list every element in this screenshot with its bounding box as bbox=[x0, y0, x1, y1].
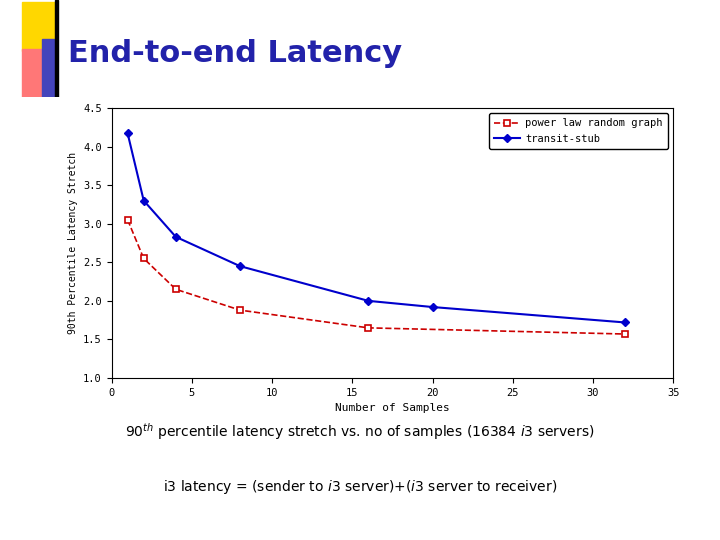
transit-stub bbox=[621, 319, 629, 326]
Line: power law random graph: power law random graph bbox=[124, 217, 629, 338]
transit-stub bbox=[171, 234, 180, 240]
FancyBboxPatch shape bbox=[22, 2, 54, 51]
Line: transit-stub: transit-stub bbox=[125, 131, 628, 325]
Text: i3 latency = (sender to $\mathit{i3}$ server)+($\mathit{i3}$ server to receiver): i3 latency = (sender to $\mathit{i3}$ se… bbox=[163, 478, 557, 496]
FancyBboxPatch shape bbox=[55, 0, 58, 97]
power law random graph bbox=[171, 286, 180, 293]
transit-stub bbox=[235, 263, 244, 269]
Y-axis label: 90th Percentile Latency Stretch: 90th Percentile Latency Stretch bbox=[68, 152, 78, 334]
FancyBboxPatch shape bbox=[22, 49, 54, 97]
transit-stub bbox=[123, 130, 132, 137]
FancyBboxPatch shape bbox=[42, 39, 56, 97]
transit-stub bbox=[364, 298, 373, 304]
power law random graph bbox=[235, 307, 244, 313]
X-axis label: Number of Samples: Number of Samples bbox=[335, 403, 450, 413]
Text: 90$^{th}$ percentile latency stretch vs. no of samples (16384 $\mathit{i3}$ serv: 90$^{th}$ percentile latency stretch vs.… bbox=[125, 421, 595, 442]
power law random graph bbox=[621, 331, 629, 338]
power law random graph bbox=[123, 217, 132, 223]
power law random graph bbox=[140, 255, 148, 262]
transit-stub bbox=[428, 304, 437, 310]
transit-stub bbox=[140, 197, 148, 204]
power law random graph bbox=[364, 325, 373, 331]
Legend: power law random graph, transit-stub: power law random graph, transit-stub bbox=[489, 113, 668, 149]
Text: End-to-end Latency: End-to-end Latency bbox=[68, 39, 402, 68]
